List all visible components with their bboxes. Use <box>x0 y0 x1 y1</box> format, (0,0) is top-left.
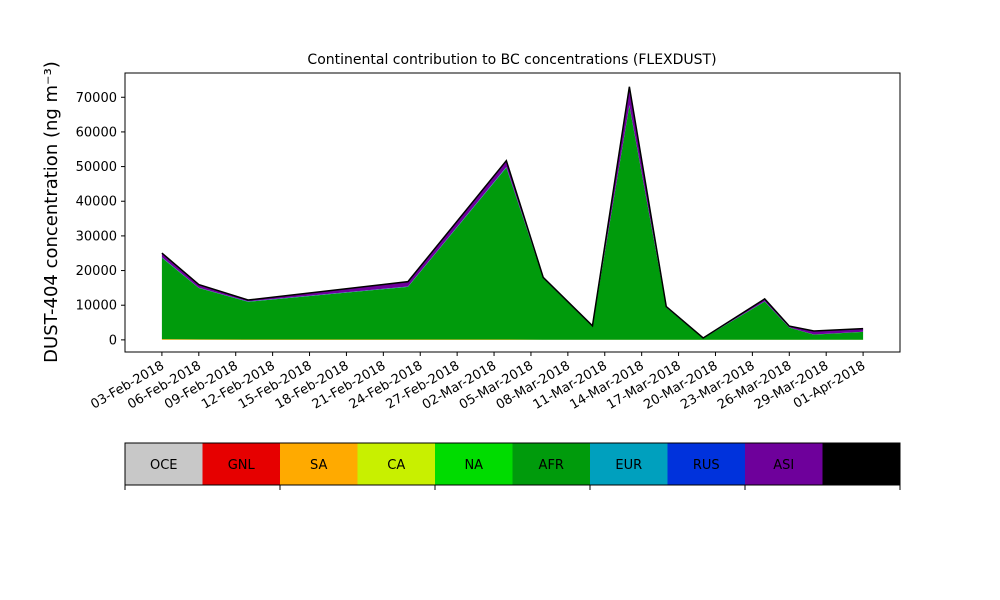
y-tick-label: 0 <box>109 333 117 348</box>
y-tick-label: 50000 <box>76 160 117 175</box>
legend-label: SA <box>310 458 327 473</box>
legend-swatch-afr <box>512 443 590 485</box>
area-afr <box>161 105 864 340</box>
legend-label: EUR <box>615 458 642 473</box>
legend-label: NA <box>464 458 483 473</box>
legend-label: CA <box>387 458 405 473</box>
legend-swatch-ca <box>357 443 435 485</box>
y-axis: 0 10000 20000 30000 40000 50000 60000 70000 <box>76 91 125 348</box>
y-tick-label: 40000 <box>76 195 117 210</box>
legend-swatch-sa <box>280 443 358 485</box>
y-tick-label: 70000 <box>76 91 117 106</box>
legend-label: AFR <box>539 458 564 473</box>
legend-swatch-na <box>435 443 513 485</box>
x-axis: 03-Feb-201806-Feb-201809-Feb-201812-Feb-… <box>88 352 868 413</box>
plot-frame <box>124 72 901 353</box>
chart-title: Continental contribution to BC concentra… <box>307 52 716 68</box>
legend-label: GNL <box>228 458 256 473</box>
total-outline <box>161 86 864 339</box>
legend-swatch-rus <box>667 443 745 485</box>
plot-area <box>124 72 901 353</box>
y-tick-label: 10000 <box>76 299 117 314</box>
legend-swatch-asi <box>745 443 823 485</box>
legend-label: ASI <box>773 458 794 473</box>
legend-swatch-aus <box>822 443 900 485</box>
legend-label: AUS <box>848 458 875 473</box>
y-tick-label: 30000 <box>76 229 117 244</box>
legend: OCE GNL SA CA NA AFR EUR RUS ASI AUS <box>124 442 901 490</box>
legend-frame <box>124 442 901 486</box>
legend-label: OCE <box>150 458 178 473</box>
legend-swatch-gnl <box>202 443 280 485</box>
legend-label: RUS <box>693 458 720 473</box>
y-tick-label: 20000 <box>76 264 117 279</box>
legend-swatch-oce <box>125 443 203 485</box>
area-sa <box>161 339 864 340</box>
y-axis-label: DUST-404 concentration (ng m⁻³) <box>41 61 62 363</box>
legend-swatch-eur <box>590 443 668 485</box>
y-tick-label: 60000 <box>76 125 117 140</box>
